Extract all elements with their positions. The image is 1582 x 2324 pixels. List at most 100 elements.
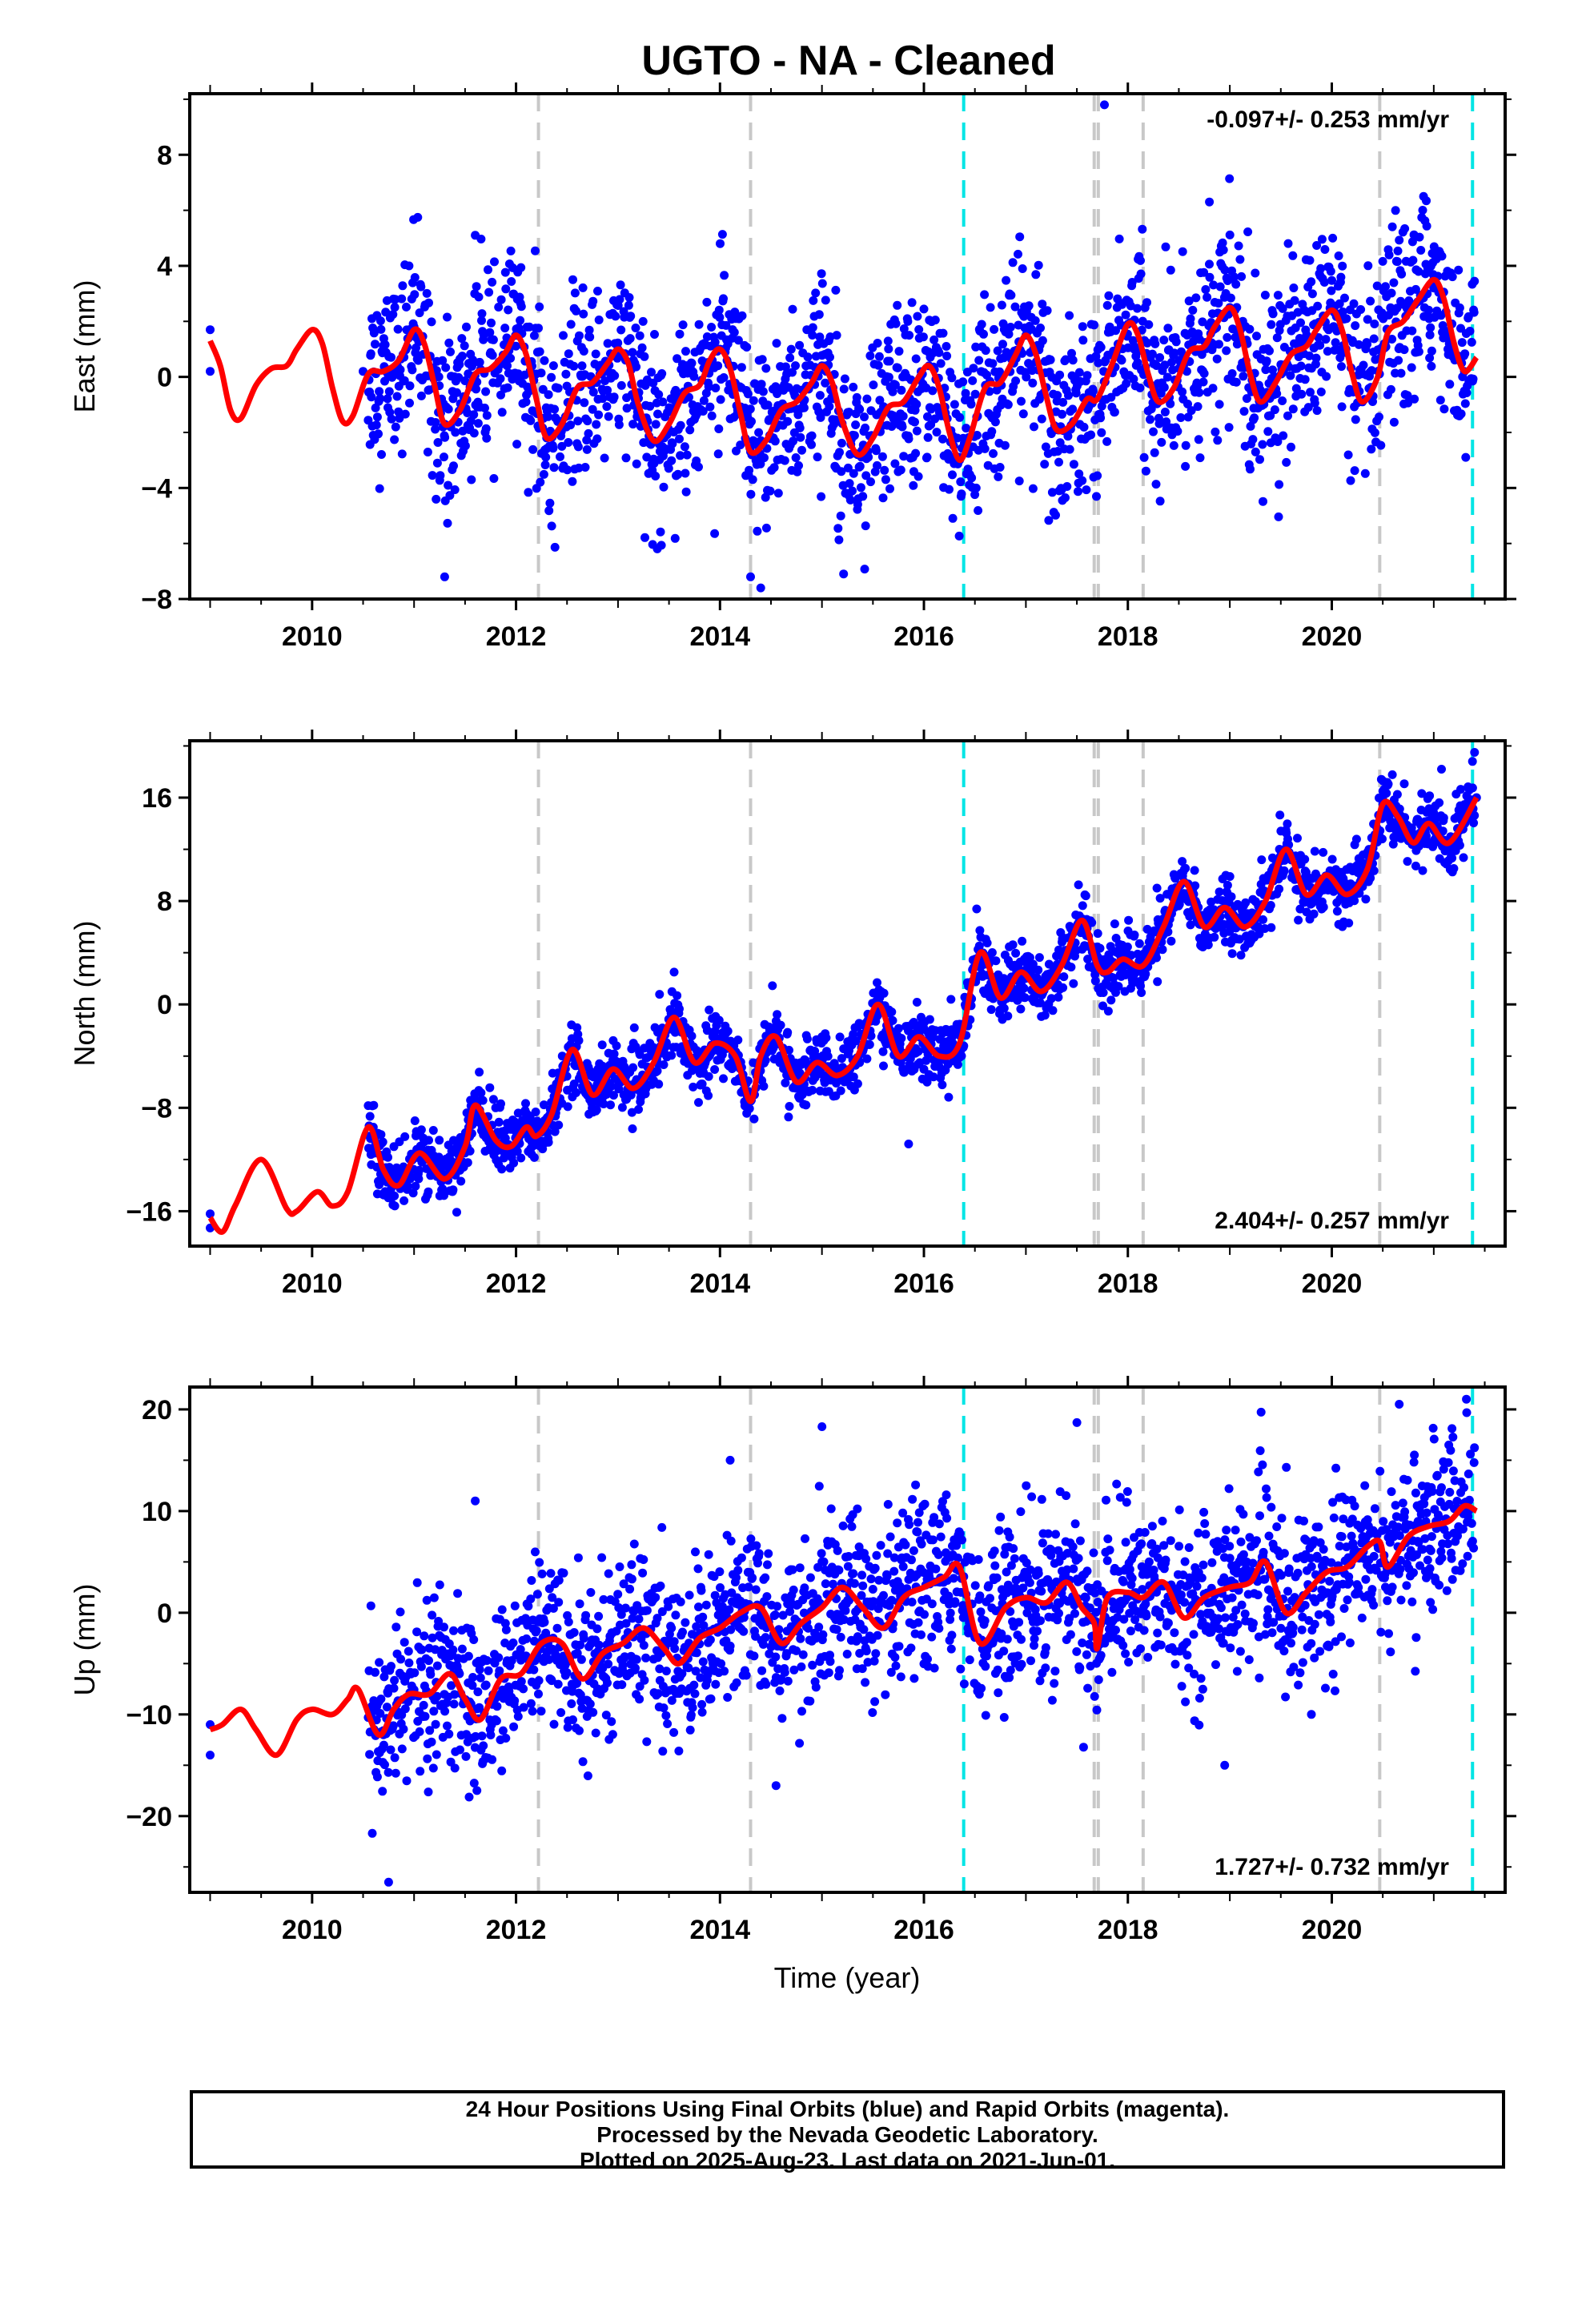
data-point [501,284,511,294]
data-point [376,324,386,334]
x-tick-label: 2012 [486,1269,547,1299]
data-point [416,391,426,400]
data-point [1403,857,1412,866]
data-point [675,434,684,444]
data-point [599,1100,608,1108]
data-point [699,396,709,405]
data-point [1215,887,1224,897]
data-point [1198,317,1207,327]
data-point [1414,347,1423,356]
data-point [390,303,400,312]
data-point [1454,265,1464,275]
data-point [1320,245,1330,254]
data-point [1020,993,1030,1003]
data-point [404,261,414,271]
data-point [469,1635,479,1644]
data-point [478,1096,488,1105]
data-point [1470,748,1480,757]
data-point [905,331,914,340]
data-point [588,404,597,414]
data-point [367,1828,377,1838]
data-point [922,452,932,462]
data-point [390,1675,400,1685]
data-point [579,347,588,356]
data-point [1051,510,1060,520]
data-point [961,388,970,398]
data-point [945,485,954,494]
data-point [866,477,875,487]
data-point [1470,276,1480,286]
data-point [657,369,667,378]
data-point [486,1731,496,1739]
data-point [544,506,554,516]
data-point [467,475,476,485]
data-point [434,372,444,381]
data-point [479,1741,488,1751]
data-point [516,1153,526,1163]
data-point [616,325,626,335]
data-point [415,1727,424,1736]
data-point [521,397,531,407]
data-point [1142,338,1152,348]
data-point [1316,387,1326,396]
data-point [1149,427,1158,436]
data-point [753,526,762,536]
data-point [1427,361,1436,371]
data-point [1157,437,1166,447]
data-point [1316,263,1326,273]
data-point [1195,388,1204,397]
data-point [529,331,539,340]
data-point [980,290,990,300]
data-point [529,1665,539,1675]
data-point [874,352,884,361]
y-tick-label: −16 [126,1196,172,1227]
data-point [1018,409,1028,419]
data-point [713,361,723,371]
data-point [592,1105,601,1115]
data-point [588,296,598,306]
data-point [594,1611,604,1621]
data-point [1069,979,1078,988]
data-point [783,1027,793,1037]
data-point [664,464,673,473]
data-point [745,1104,754,1113]
data-point [472,282,481,292]
data-point [1124,915,1134,925]
data-point [1267,923,1276,932]
data-point [878,1047,888,1056]
data-point [922,1077,932,1087]
data-point [749,1114,759,1124]
data-point [544,1137,553,1147]
data-point [1058,409,1066,419]
data-point [1102,436,1112,446]
data-point [402,1776,412,1786]
data-point [1055,370,1065,380]
data-point [913,1047,923,1056]
data-point [375,1658,384,1667]
data-point [424,1187,433,1196]
data-point [1155,894,1165,903]
data-point [642,452,652,462]
data-point [1106,995,1116,1005]
data-point [897,385,906,395]
data-point [507,277,516,286]
data-point [624,300,633,310]
data-point [770,436,780,446]
data-point [1408,255,1418,265]
data-point [574,463,584,472]
data-point [954,531,964,541]
data-point [1312,241,1322,250]
data-point [689,1082,698,1092]
data-point [971,342,981,352]
data-point [559,1568,568,1578]
data-point [471,231,480,240]
data-point [1283,239,1293,248]
data-point [1439,813,1448,822]
data-point [365,1112,375,1121]
data-point [494,1653,504,1663]
data-point [802,1034,812,1043]
data-point [1251,268,1260,278]
data-point [1367,366,1376,376]
data-point [1386,384,1395,394]
y-tick-label: 8 [157,887,172,917]
